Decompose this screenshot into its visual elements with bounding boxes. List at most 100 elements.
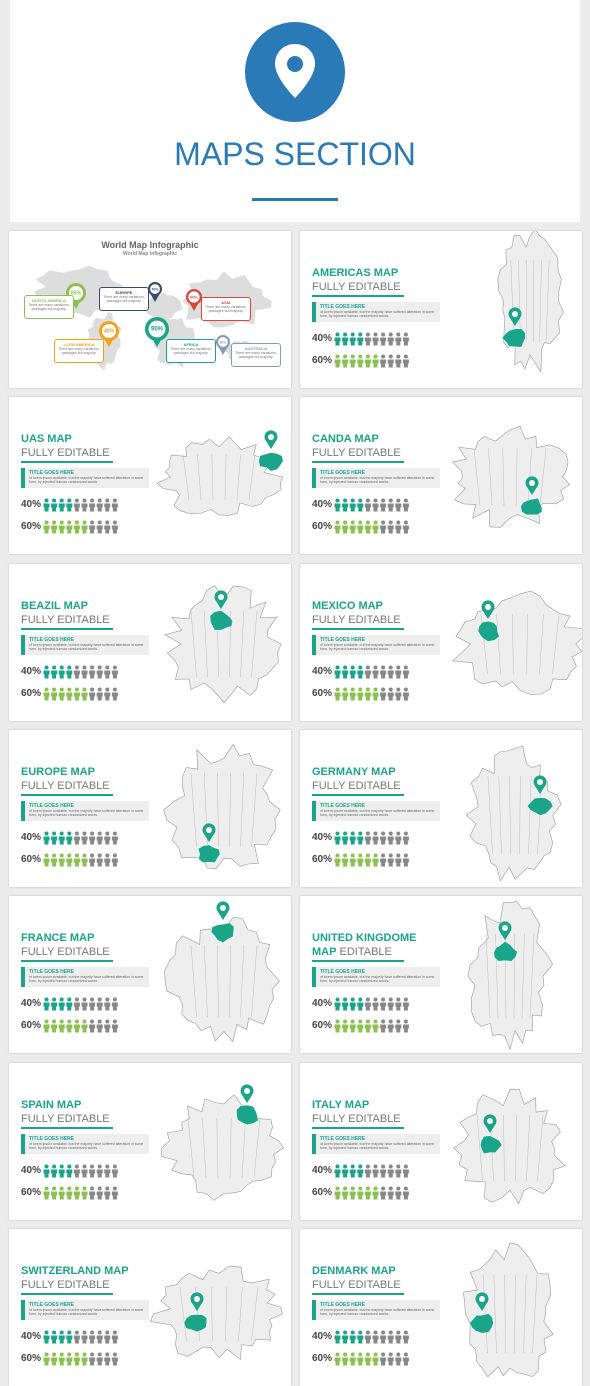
person-body xyxy=(364,525,371,534)
border xyxy=(190,772,197,848)
underline xyxy=(21,793,113,796)
person-body xyxy=(111,1191,118,1199)
person-body xyxy=(387,503,394,512)
person-head xyxy=(343,831,348,836)
country xyxy=(156,436,283,516)
person-body xyxy=(43,1357,50,1366)
person-head xyxy=(82,997,87,1002)
border xyxy=(529,934,535,1019)
person-head xyxy=(381,1330,386,1335)
person-head xyxy=(388,853,393,858)
border xyxy=(514,1274,516,1353)
person-head xyxy=(365,853,370,858)
stat-label: 40% xyxy=(312,831,333,843)
highlight-region xyxy=(477,620,500,642)
text-box: TITLE GOES HERE of lorem ipsum available,… xyxy=(312,634,440,655)
person-body xyxy=(51,670,58,679)
people-icons xyxy=(43,498,118,512)
callout: LATIN AMERICA There are many variations, … xyxy=(54,339,104,363)
person-head xyxy=(335,831,340,836)
person-head xyxy=(373,665,378,670)
person-body xyxy=(357,503,364,512)
person-head xyxy=(365,687,370,692)
slide-title-line2: MAP xyxy=(312,946,337,959)
person-body xyxy=(58,1002,65,1011)
pin-hole xyxy=(206,826,212,833)
stat-label: 40% xyxy=(312,1330,333,1342)
person-body xyxy=(342,1024,349,1033)
person-head xyxy=(396,687,401,692)
border xyxy=(203,610,208,677)
text-box: TITLE GOES HERE of lorem ipsum available,… xyxy=(312,800,440,821)
person-head xyxy=(97,997,102,1002)
person-head xyxy=(90,997,95,1002)
person-head xyxy=(365,498,370,503)
slide-title: ITALY MAP xyxy=(312,1098,370,1111)
border xyxy=(528,775,532,854)
person-head xyxy=(388,831,393,836)
person-head xyxy=(59,1019,64,1024)
person-head xyxy=(105,687,110,692)
person-body xyxy=(395,525,402,534)
person-body xyxy=(43,1191,50,1199)
box-title: TITLE GOES HERE xyxy=(320,304,366,310)
highlight-region xyxy=(520,498,543,516)
person-head xyxy=(358,498,363,503)
person-body xyxy=(349,359,356,368)
border xyxy=(519,775,521,854)
person-body xyxy=(395,1191,402,1199)
person-head xyxy=(44,520,49,525)
person-head xyxy=(403,997,408,1002)
person-head xyxy=(388,1330,393,1335)
person-body xyxy=(104,1357,111,1366)
person-body xyxy=(372,503,379,512)
person-head xyxy=(365,831,370,836)
person-body xyxy=(380,670,387,679)
person-head xyxy=(373,1164,378,1168)
person-body xyxy=(334,525,341,534)
person-body xyxy=(51,1191,58,1199)
people-icons xyxy=(43,1019,118,1033)
person-body xyxy=(58,525,65,534)
person-body xyxy=(372,1169,379,1177)
box-title: TITLE GOES HERE xyxy=(29,1135,75,1142)
person-body xyxy=(89,1335,96,1344)
person-head xyxy=(335,332,340,337)
pin-hole xyxy=(529,480,535,487)
person-head xyxy=(396,520,401,525)
border xyxy=(225,1286,228,1341)
person-body xyxy=(364,1024,371,1033)
person-body xyxy=(111,1357,118,1366)
person-head xyxy=(335,1330,340,1335)
slide-title: UAS MAP xyxy=(21,433,72,446)
box-title: TITLE GOES HERE xyxy=(29,802,75,809)
person-body xyxy=(43,692,50,701)
pin-inner xyxy=(102,324,116,338)
person-head xyxy=(365,354,370,359)
slide-subtitle: FULLY EDITABLE xyxy=(312,779,401,792)
person-body xyxy=(387,525,394,534)
pin-label: 70% xyxy=(151,288,159,292)
pin xyxy=(219,348,227,355)
person-body xyxy=(96,1357,103,1366)
stat-label: 40% xyxy=(312,499,333,511)
person-head xyxy=(373,1019,378,1024)
border xyxy=(526,1114,531,1181)
person-head xyxy=(74,1352,79,1357)
callout-text: There are many variations, passages but … xyxy=(58,347,100,355)
people-icons xyxy=(43,997,118,1011)
stat-label: 60% xyxy=(21,853,42,865)
person-head xyxy=(403,853,408,858)
person-body xyxy=(364,858,371,867)
person-body xyxy=(349,1002,356,1011)
person-body xyxy=(73,1169,80,1177)
person-body xyxy=(89,670,96,679)
border xyxy=(521,934,525,1019)
person-body xyxy=(104,1002,111,1011)
person-head xyxy=(350,687,355,692)
person-head xyxy=(373,1186,378,1190)
slide-subtitle: FULLY EDITABLE xyxy=(21,779,110,792)
person-body xyxy=(73,692,80,701)
person-head xyxy=(373,831,378,836)
highlight-region xyxy=(258,452,284,472)
